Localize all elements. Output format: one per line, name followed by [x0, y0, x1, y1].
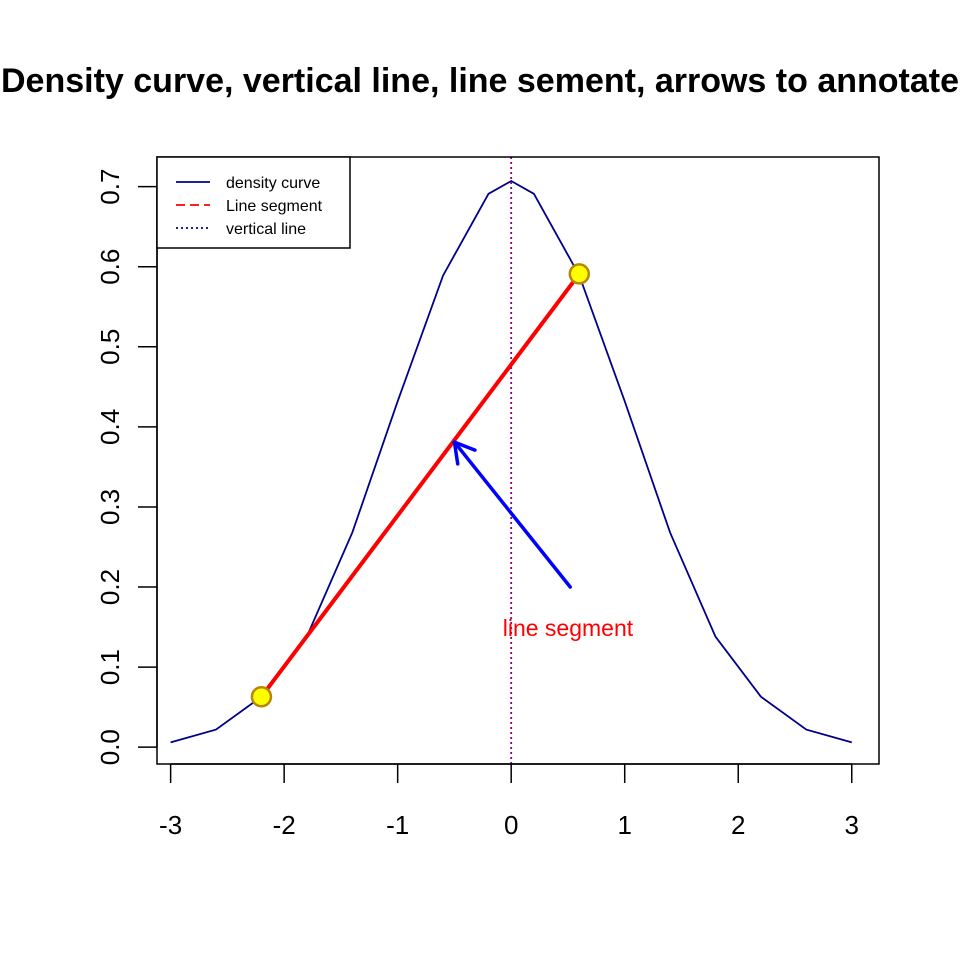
x-tick-label: 3 — [845, 810, 859, 840]
y-tick-label: 0.2 — [95, 569, 125, 605]
arrow-shaft — [452, 440, 572, 589]
y-tick-label: 0.5 — [95, 329, 125, 365]
segment-endpoint-2 — [568, 263, 591, 285]
legend-label: density curve — [226, 175, 320, 192]
x-tick-label: 2 — [731, 810, 745, 840]
segment-endpoint-1 — [250, 685, 273, 708]
x-tick-label: 1 — [617, 810, 631, 840]
legend-box — [156, 156, 351, 249]
legend-label: vertical line — [226, 221, 306, 238]
x-tick-label: 0 — [504, 810, 518, 840]
line-segment — [259, 271, 582, 699]
y-tick-label: 0.7 — [95, 169, 125, 205]
annotation-label: line segment — [503, 615, 634, 641]
y-tick-label: 0.6 — [95, 249, 125, 285]
x-tick-label: -2 — [273, 810, 296, 840]
x-tick-label: -3 — [159, 810, 182, 840]
y-tick-label: 0.4 — [95, 409, 125, 445]
y-axis: 0.0 0.1 0.2 0.3 0.4 0.5 0.6 0.7 — [95, 169, 158, 765]
x-tick-label: -1 — [386, 810, 409, 840]
y-tick-label: 0.3 — [95, 489, 125, 525]
arrow-head — [452, 440, 477, 466]
y-tick-label: 0.0 — [95, 729, 125, 765]
chart-title: Density curve, vertical line, line semen… — [1, 62, 959, 100]
y-tick-label: 0.1 — [95, 649, 125, 685]
legend: density curve Line segment vertical line — [156, 156, 351, 249]
x-axis: -3 -2 -1 0 1 2 3 — [159, 763, 859, 840]
plot-area: line segment — [170, 157, 853, 764]
legend-label: Line segment — [226, 198, 323, 215]
